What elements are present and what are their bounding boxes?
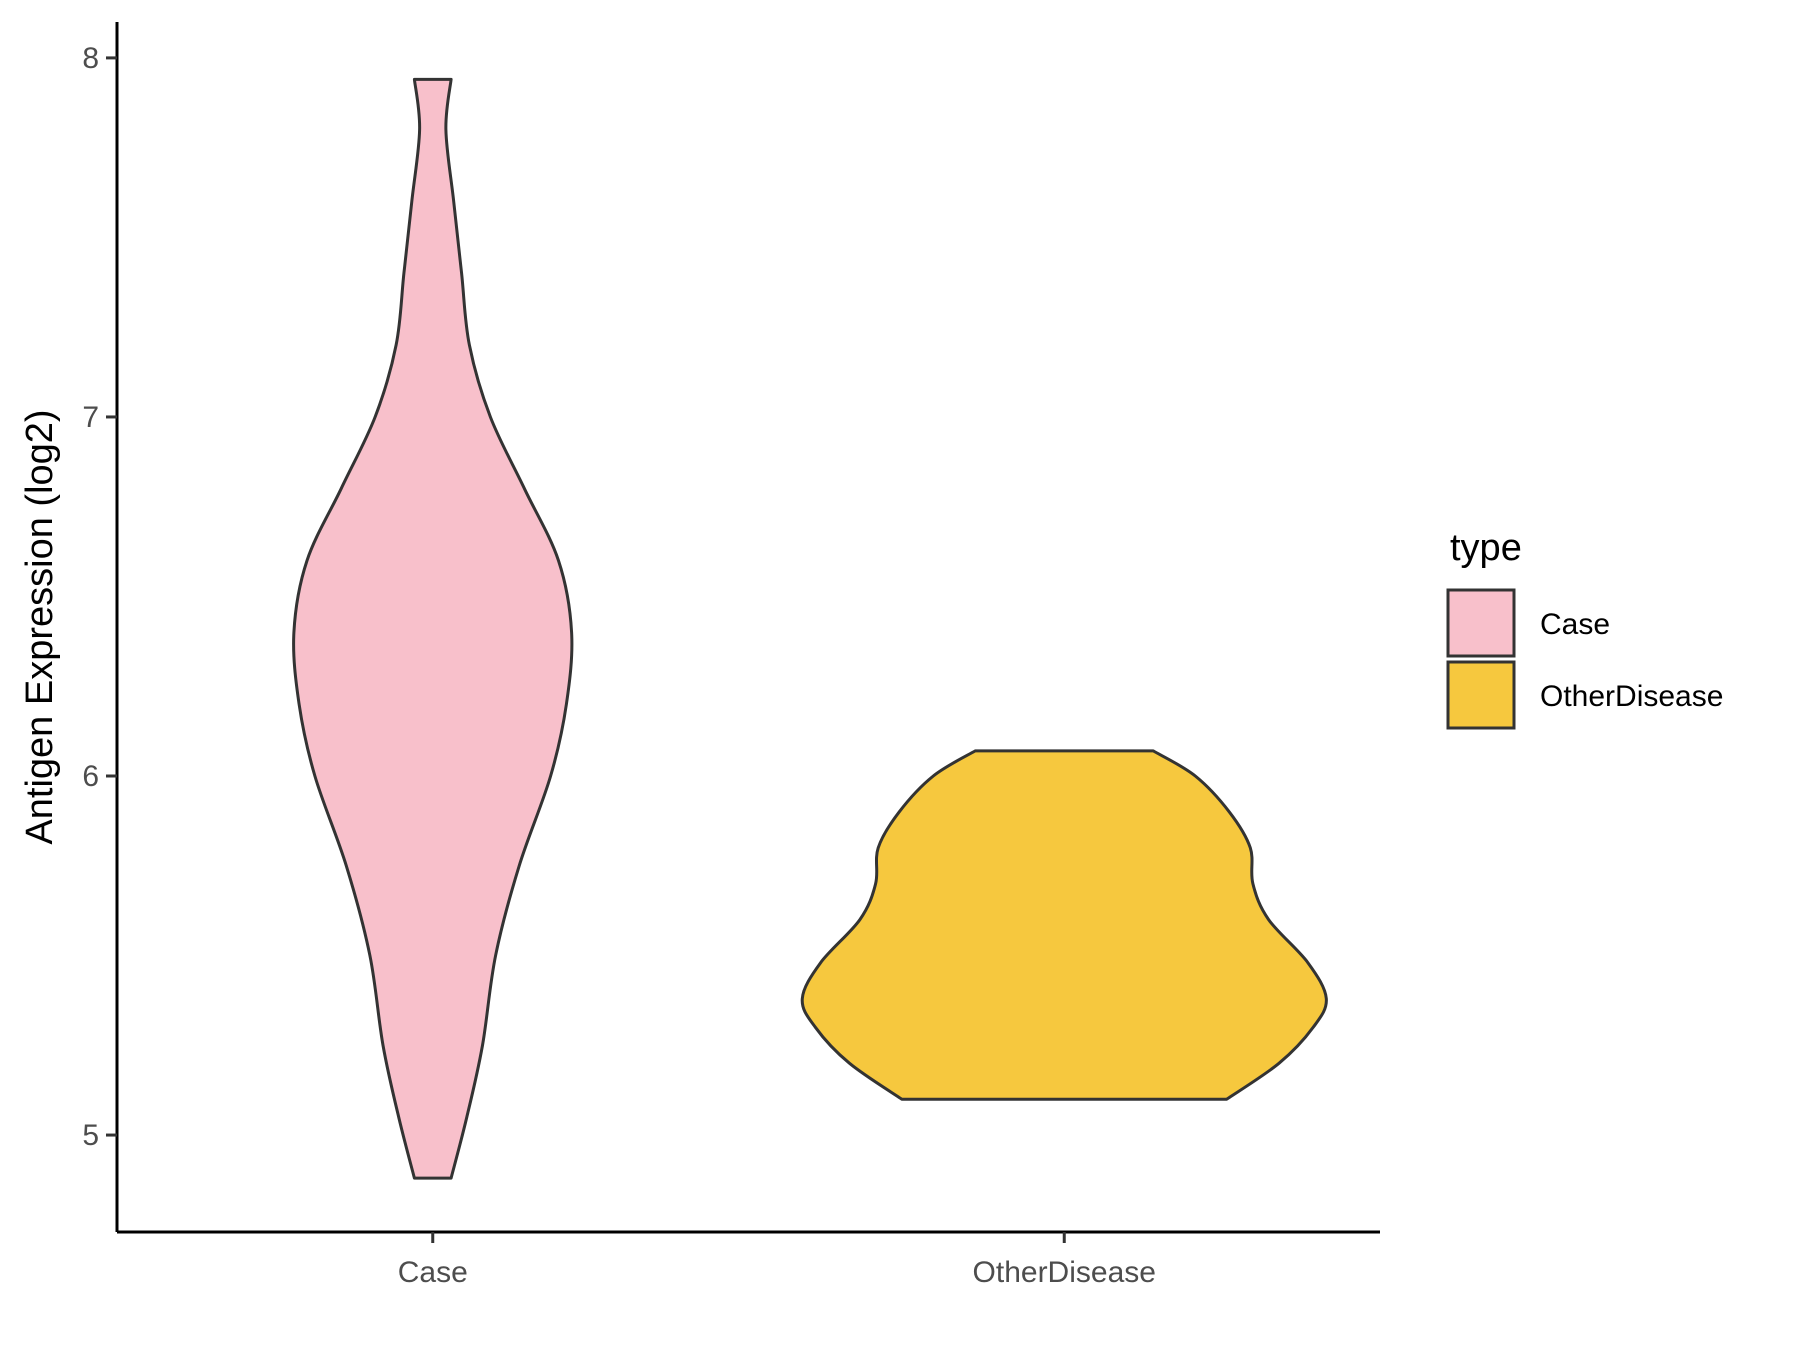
- legend-key-case: [1446, 588, 1516, 658]
- x-ticks: Case OtherDisease: [398, 1232, 1156, 1289]
- x-tick-label: Case: [398, 1256, 468, 1289]
- legend-label-otherdisease: OtherDisease: [1540, 680, 1723, 713]
- y-tick-label: 5: [82, 1119, 99, 1152]
- y-tick-label: 8: [82, 42, 99, 75]
- legend: type Case OtherDisease: [1446, 527, 1723, 730]
- violin-case: [292, 77, 574, 1180]
- violin-otherdisease: [800, 749, 1328, 1101]
- y-axis-title: Antigen Expression (log2): [19, 409, 61, 844]
- y-ticks: 5 6 7 8: [82, 42, 117, 1152]
- legend-entries: Case OtherDisease: [1446, 588, 1723, 730]
- y-tick-label: 7: [82, 401, 99, 434]
- legend-key-otherdisease: [1446, 660, 1516, 730]
- x-tick-label: OtherDisease: [973, 1256, 1156, 1289]
- violin-layer: [292, 77, 1328, 1180]
- x-axis: Case OtherDisease: [117, 1230, 1380, 1289]
- y-tick-label: 6: [82, 760, 99, 793]
- legend-label-case: Case: [1540, 608, 1610, 641]
- y-axis: 5 6 7 8: [82, 22, 119, 1232]
- legend-title: type: [1450, 527, 1522, 569]
